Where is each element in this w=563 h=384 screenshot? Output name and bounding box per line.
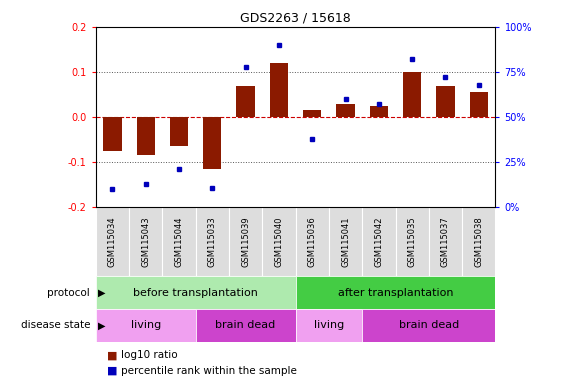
Text: GSM115035: GSM115035 <box>408 217 417 267</box>
Text: disease state: disease state <box>21 320 90 331</box>
Bar <box>196 207 229 276</box>
Bar <box>403 72 421 117</box>
Bar <box>96 207 129 276</box>
Text: ▶: ▶ <box>98 288 105 298</box>
Bar <box>96 276 296 309</box>
Bar <box>103 117 122 151</box>
Bar <box>236 86 255 117</box>
Text: GSM115041: GSM115041 <box>341 217 350 267</box>
Text: GSM115034: GSM115034 <box>108 217 117 267</box>
Text: before transplantation: before transplantation <box>133 288 258 298</box>
Bar <box>362 309 495 342</box>
Text: GSM115036: GSM115036 <box>308 217 317 267</box>
Bar <box>336 104 355 117</box>
Bar <box>329 207 362 276</box>
Bar <box>229 207 262 276</box>
Bar <box>429 207 462 276</box>
Bar <box>270 63 288 117</box>
Text: brain dead: brain dead <box>216 320 276 331</box>
Text: brain dead: brain dead <box>399 320 459 331</box>
Bar <box>370 106 388 117</box>
Text: percentile rank within the sample: percentile rank within the sample <box>121 366 297 376</box>
Bar <box>296 309 362 342</box>
Bar <box>296 207 329 276</box>
Bar <box>170 117 188 146</box>
Text: after transplantation: after transplantation <box>338 288 453 298</box>
Text: GSM115033: GSM115033 <box>208 217 217 267</box>
Text: log10 ratio: log10 ratio <box>121 350 178 360</box>
Text: ■: ■ <box>107 350 118 360</box>
Bar <box>362 207 396 276</box>
Bar <box>470 92 488 117</box>
Text: GSM115044: GSM115044 <box>175 217 184 267</box>
Bar <box>162 207 196 276</box>
Bar <box>296 276 495 309</box>
Bar <box>129 207 162 276</box>
Text: protocol: protocol <box>47 288 90 298</box>
Bar <box>436 86 455 117</box>
Text: living: living <box>131 320 161 331</box>
Text: GSM115043: GSM115043 <box>141 217 150 267</box>
Text: GSM115042: GSM115042 <box>374 217 383 267</box>
Title: GDS2263 / 15618: GDS2263 / 15618 <box>240 11 351 24</box>
Bar <box>136 117 155 156</box>
Text: ▶: ▶ <box>98 320 105 331</box>
Bar <box>96 309 196 342</box>
Bar <box>462 207 495 276</box>
Bar <box>396 207 429 276</box>
Text: GSM115039: GSM115039 <box>241 217 250 267</box>
Text: ■: ■ <box>107 366 118 376</box>
Bar <box>303 110 321 117</box>
Text: living: living <box>314 320 344 331</box>
Bar <box>196 309 296 342</box>
Text: GSM115037: GSM115037 <box>441 217 450 267</box>
Bar <box>262 207 296 276</box>
Text: GSM115038: GSM115038 <box>474 217 483 267</box>
Bar <box>203 117 221 169</box>
Text: GSM115040: GSM115040 <box>274 217 283 267</box>
